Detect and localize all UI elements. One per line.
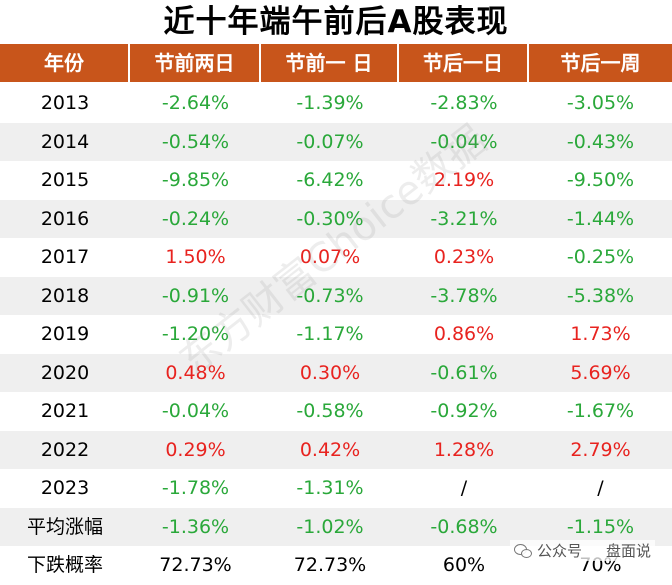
wechat-label: 公众号 [537,542,583,560]
header-cell: 节前一 日 [261,44,399,82]
value-cell: 0.29% [165,438,226,461]
value-cell: 72.73% [293,554,367,576]
value-cell: -0.25% [566,246,635,268]
value-cell: -3.05% [566,92,635,114]
value-cell: 72.73% [159,554,232,576]
header-cell: 年份 [0,44,130,82]
value-cell: 1.73% [570,323,631,345]
value-cell: -0.54% [161,130,230,153]
value-cell: -1.31% [296,477,364,499]
value-cell: -1.17% [296,323,364,345]
value-cell: -0.68% [430,515,498,538]
value-cell: 2.79% [570,438,631,461]
value-cell: -6.42% [296,169,364,191]
value-cell: -0.58% [296,400,364,422]
value-cell: -1.15% [566,515,635,538]
value-cell: / [460,477,468,499]
value-cell: -1.02% [296,515,364,538]
table-row: 2014 -0.54% -0.07% -0.04% -0.43% [0,122,672,161]
value-cell: 2.19% [433,169,495,191]
table-row: 2013 -2.64% -1.39% -2.83% -3.05% [0,84,672,123]
value-cell: -1.67% [566,400,635,422]
value-cell: -0.43% [566,130,635,153]
value-cell: 1.50% [165,246,226,268]
data-table: 年份 节前两日 节前一 日 节后一日 节后一周 2013 -2.64% -1.39%… [0,44,672,585]
value-cell: -1.44% [566,207,635,230]
row-label: 2018 [40,284,90,307]
row-label: 下跌概率 [26,554,103,576]
header-cell: 节后一周 [560,51,641,75]
row-label: 2017 [40,246,90,268]
row-label: 2021 [40,400,90,422]
value-cell: -0.61% [430,361,498,384]
row-label: 2015 [40,169,90,191]
value-cell: -3.78% [430,284,498,307]
value-cell: -2.83% [430,92,498,114]
row-label: 2022 [40,438,90,461]
value-cell: -1.36% [161,515,230,538]
value-cell: 60% [442,554,486,576]
row-label: 平均涨幅 [26,515,103,538]
value-cell: 0.30% [299,361,361,384]
value-cell: -0.04% [430,130,498,153]
value-cell: -1.20% [161,323,230,345]
value-cell: -0.04% [161,400,230,422]
value-cell: -0.30% [296,207,364,230]
value-cell: -3.21% [430,207,498,230]
row-label: 2023 [40,477,90,499]
value-cell: 0.07% [299,246,361,268]
table-row: 2015 -9.85% -6.42% 2.19% -9.50% [0,161,672,200]
table-row: 平均涨幅 -1.36% -1.02% -0.68% -1.15% [0,507,672,546]
table-row: 2020 0.48% 0.30% -0.61% 5.69% [0,353,672,392]
chart-title: 近十年端午前后A股表现 [163,4,509,40]
table-row: 2021 -0.04% -0.58% -0.92% -1.67% [0,392,672,431]
value-cell: -9.50% [566,169,635,191]
table-row: 2022 0.29% 0.42% 1.28% 2.79% [0,430,672,469]
value-cell: -5.38% [566,284,635,307]
value-cell: -0.73% [296,284,364,307]
value-cell: -0.24% [161,207,230,230]
value-cell: -0.91% [161,284,230,307]
value-cell: 1.28% [433,438,495,461]
value-cell: 0.48% [165,361,226,384]
value-cell: -1.39% [296,92,364,114]
table-header: 年份 节前两日 节前一 日 节后一日 节后一周 [0,44,672,84]
value-cell: -0.07% [296,130,364,153]
row-label: 2020 [40,361,90,384]
wechat-icon [514,543,532,558]
value-cell: 0.86% [433,323,495,345]
row-label: 2016 [40,207,90,230]
row-label: 2019 [40,323,90,345]
value-cell: -0.92% [430,400,498,422]
table-row: 2019 -1.20% -1.17% 0.86% 1.73% [0,315,672,354]
value-cell: 0.42% [299,438,361,461]
table-row: 2023 -1.78% -1.31% / / [0,469,672,508]
table-row: 下跌概率 72.73% 72.73% 60% 70% [0,546,672,585]
header-cell: 节前两日 [130,44,261,82]
table-row: 2016 -0.24% -0.30% -3.21% -1.44% [0,199,672,238]
table-body: 2013 -2.64% -1.39% -2.83% -3.05% 2014 -0.54% -0… [0,84,672,585]
table-row: 2018 -0.91% -0.73% -3.78% -5.38% [0,276,672,315]
row-label: 2013 [40,92,90,114]
value-cell: 0.23% [433,246,495,268]
value-cell: -9.85% [161,169,230,191]
value-cell: / [597,477,604,499]
wechat-account-name: 盘面说 [606,542,652,560]
value-cell: 5.69% [570,361,631,384]
value-cell: -1.78% [161,477,230,499]
row-label: 2014 [40,130,90,153]
wechat-badge: 公众号 盘面说 [510,540,656,561]
table-row: 2017 1.50% 0.07% 0.23% -0.25% [0,238,672,277]
header-cell: 节后一日 [399,44,529,82]
value-cell: -2.64% [161,92,230,114]
